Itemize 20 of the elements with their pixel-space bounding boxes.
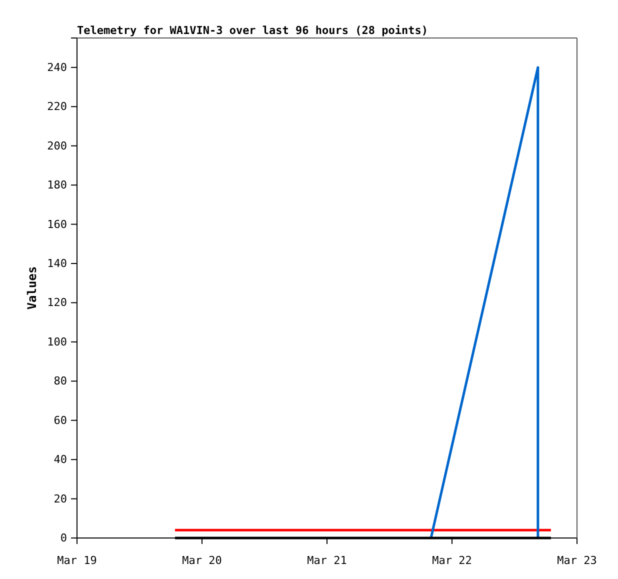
y-axis-title: Values: [25, 266, 39, 310]
chart-title: Telemetry for WA1VIN-3 over last 96 hours (28 points): [77, 24, 428, 37]
x-tick-label: Mar 20: [182, 554, 222, 567]
y-tick-label: 200: [47, 139, 67, 152]
y-tick-label: 120: [47, 296, 67, 310]
x-tick-label: Mar 19: [57, 554, 97, 567]
y-tick-label: 140: [47, 257, 67, 270]
y-tick-label: 40: [54, 453, 67, 466]
y-tick-label: 0: [60, 532, 67, 545]
x-tick-label: Mar 23: [557, 554, 597, 567]
x-tick-label: Mar 22: [432, 554, 472, 567]
y-tick-label: 60: [54, 414, 67, 427]
y-tick-label: 80: [54, 374, 67, 388]
x-tick-label: Mar 21: [307, 554, 347, 567]
y-tick-label: 160: [47, 218, 67, 231]
y-tick-label: 240: [47, 60, 67, 74]
y-tick-label: 220: [47, 100, 67, 114]
y-tick-label: 180: [47, 178, 67, 192]
y-tick-label: 100: [47, 335, 67, 348]
y-tick-label: 20: [54, 492, 67, 506]
